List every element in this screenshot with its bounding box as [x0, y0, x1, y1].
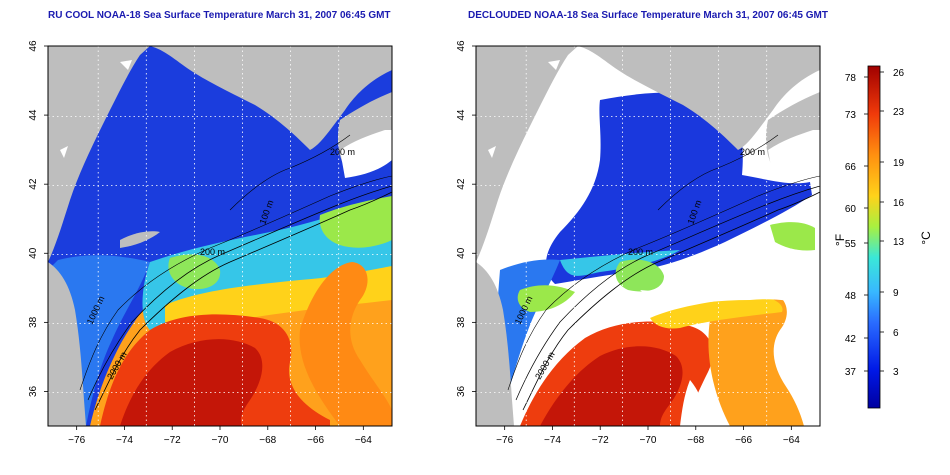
right-contour-label-200a: 200 m: [628, 247, 653, 257]
colorbar-c-tick-label: 26: [893, 68, 905, 79]
right-gulf-core: [540, 346, 683, 426]
left-x-tick-label: −76: [68, 435, 85, 446]
left-x-tick-label: −72: [164, 435, 181, 446]
right-green-filament: [517, 285, 575, 312]
colorbar-ticks: 37 42 48 55 60 66 73 78 3 6 9 13 16 19 23 26: [845, 68, 905, 378]
left-contour-label-200b: 200 m: [330, 147, 355, 157]
left-x-tick-label: −68: [259, 435, 276, 446]
colorbar-f-tick-label: 48: [845, 291, 857, 302]
right-cloud-holes: [640, 289, 812, 426]
left-grid: [48, 46, 392, 426]
colorbar-c-tick-label: 9: [893, 288, 899, 299]
right-y-tick-label: 36: [456, 385, 467, 397]
right-cold-water: [545, 92, 812, 284]
right-x-tick-label: −66: [735, 435, 752, 446]
left-map-content: [48, 46, 392, 426]
colorbar-f-tick-label: 60: [845, 204, 857, 215]
colorbar-c-tick-label: 3: [893, 367, 899, 378]
left-chart-title: RU COOL NOAA-18 Sea Surface Temperature …: [48, 10, 391, 21]
colorbar-f-tick-label: 37: [845, 367, 857, 378]
right-land-clouds: [488, 60, 820, 178]
colorbar-f-tick-label: 42: [845, 334, 857, 345]
left-x-tick-label: −64: [355, 435, 372, 446]
colorbar-f-tick-label: 55: [845, 239, 857, 250]
left-delmarva: [48, 262, 86, 426]
right-map-panel: 2000 m 1000 m 200 m 100 m 200 m −76 −74 −7…: [456, 40, 821, 446]
right-y-tick-label: 38: [456, 316, 467, 328]
right-x-tick-label: −70: [640, 435, 657, 446]
right-y-tick-label: 42: [456, 178, 467, 190]
left-land: [48, 46, 392, 262]
left-y-tick-label: 38: [28, 316, 39, 328]
left-x-tick-label: −74: [116, 435, 133, 446]
colorbar-c-label: °C: [919, 231, 933, 245]
right-green-eddy: [615, 259, 664, 292]
right-grid: [476, 46, 820, 426]
colorbar-f-tick-label: 66: [845, 162, 857, 173]
left-contour-2000: [94, 191, 392, 411]
right-contour-100: [657, 134, 779, 211]
right-green-east: [770, 222, 815, 251]
right-axes: −76 −74 −72 −70 −68 −66 −64 36 38 40 42 44 46: [456, 40, 800, 446]
right-warm-eddy: [708, 291, 804, 426]
right-contour-2000: [522, 191, 820, 411]
right-yellow-band: [650, 296, 783, 329]
left-contour-label-200a: 200 m: [200, 247, 225, 257]
right-chart-title: DECLOUDED NOAA-18 Sea Surface Temperatur…: [468, 10, 828, 21]
right-x-tick-label: −74: [544, 435, 561, 446]
left-green-filament: [319, 196, 392, 248]
right-y-tick-label: 44: [456, 109, 467, 121]
colorbar-f-tick-label: 78: [845, 73, 857, 84]
right-contour-1000: [515, 185, 820, 401]
right-land: [476, 46, 820, 262]
left-y-tick-label: 40: [28, 247, 39, 259]
left-x-tick-label: −66: [307, 435, 324, 446]
right-x-tick-label: −72: [592, 435, 609, 446]
left-long-island: [120, 231, 160, 248]
left-y-tick-label: 46: [28, 40, 39, 52]
left-map-panel: 2000 m 1000 m 200 m 100 m 200 m −76 −74 −7…: [28, 40, 393, 446]
right-y-tick-label: 46: [456, 40, 467, 52]
left-contour-200: [79, 175, 392, 391]
right-x-tick-label: −68: [687, 435, 704, 446]
right-contour-label-200b: 200 m: [740, 147, 765, 157]
right-delmarva: [476, 262, 514, 426]
left-gulf-core: [120, 339, 263, 426]
colorbar-f-label: °F: [833, 234, 847, 246]
left-y-tick-label: 36: [28, 385, 39, 397]
colorbar-c-tick-label: 6: [893, 328, 899, 339]
right-y-tick-label: 40: [456, 247, 467, 259]
right-contour-200: [507, 175, 820, 391]
colorbar-f-tick-label: 73: [845, 110, 857, 121]
left-contour-1000: [87, 185, 392, 401]
left-warm-eddy: [299, 262, 392, 426]
colorbar-c-tick-label: 13: [893, 237, 905, 248]
colorbar: 37 42 48 55 60 66 73 78 3 6 9 13 16 19 23 26 °F °C: [833, 65, 933, 409]
left-land-clouds: [60, 60, 392, 178]
right-x-tick-label: −76: [496, 435, 513, 446]
left-y-tick-label: 42: [28, 178, 39, 190]
left-contour-100: [229, 134, 351, 211]
colorbar-c-tick-label: 23: [893, 107, 905, 118]
colorbar-bar: [867, 65, 881, 409]
left-x-tick-label: −70: [212, 435, 229, 446]
left-y-tick-label: 44: [28, 109, 39, 121]
colorbar-c-tick-label: 16: [893, 198, 905, 209]
right-map-content: [476, 46, 820, 426]
left-axes: −76 −74 −72 −70 −68 −66 −64 36 38 40 42 44 46: [28, 40, 372, 446]
right-x-tick-label: −64: [783, 435, 800, 446]
colorbar-c-tick-label: 19: [893, 158, 905, 169]
